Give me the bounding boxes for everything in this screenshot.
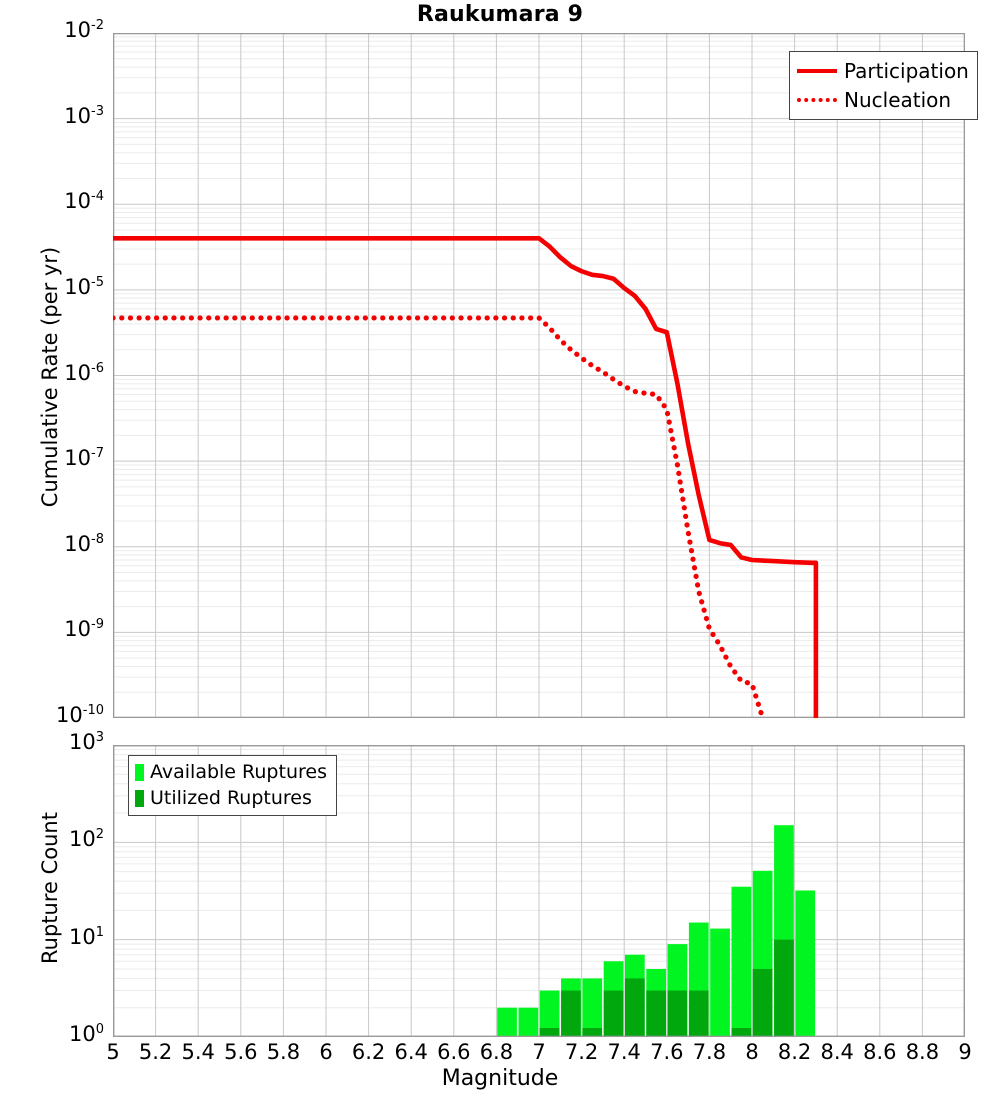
x-tick: 8.2 bbox=[777, 1040, 812, 1064]
available-rupture-bar bbox=[539, 990, 560, 1037]
utilized-rupture-bar bbox=[774, 939, 794, 1037]
top-y-tick: 10-4 bbox=[64, 189, 104, 214]
participation-curve bbox=[113, 236, 819, 718]
x-tick: 6 bbox=[319, 1040, 333, 1064]
utilized-rupture-bar bbox=[625, 978, 645, 1037]
utilized-rupture-bar bbox=[539, 1028, 560, 1037]
x-tick: 6.6 bbox=[437, 1040, 471, 1064]
legend-item-available: Available Ruptures bbox=[135, 759, 327, 785]
available-rupture-bar bbox=[497, 1007, 517, 1037]
utilized-rupture-bar bbox=[752, 968, 773, 1037]
legend-item-nucleation: Nucleation bbox=[797, 85, 969, 114]
x-tick: 7.6 bbox=[650, 1040, 684, 1064]
available-rupture-bar bbox=[795, 890, 816, 1037]
nucleation-line-icon bbox=[797, 97, 837, 102]
legend-label-available: Available Ruptures bbox=[150, 761, 327, 783]
utilized-rupture-bar bbox=[731, 1028, 752, 1037]
legend-label-nucleation: Nucleation bbox=[844, 87, 952, 112]
x-axis-label: Magnitude bbox=[441, 1066, 559, 1091]
top-y-tick: 10-9 bbox=[64, 617, 104, 642]
rupture-count-svg bbox=[113, 745, 965, 1037]
available-rupture-bar bbox=[731, 886, 752, 1037]
x-tick: 5.6 bbox=[224, 1040, 258, 1064]
x-tick: 6.2 bbox=[351, 1040, 386, 1064]
legend-item-utilized: Utilized Ruptures bbox=[135, 785, 327, 811]
chart-title: Raukumara 9 bbox=[416, 2, 584, 27]
utilized-rupture-bar bbox=[646, 990, 666, 1037]
legend-label-participation: Participation bbox=[844, 58, 969, 83]
participation-line-icon bbox=[797, 68, 837, 73]
x-tick: 8.8 bbox=[905, 1040, 940, 1064]
legend-item-participation: Participation bbox=[797, 56, 969, 85]
x-tick: 8.4 bbox=[820, 1040, 854, 1064]
x-tick: 5.4 bbox=[181, 1040, 215, 1064]
available-swatch-icon bbox=[135, 763, 144, 781]
x-tick: 7.8 bbox=[692, 1040, 727, 1064]
bottom-y-axis-label: Rupture Count bbox=[38, 812, 62, 964]
utilized-rupture-bar bbox=[561, 990, 581, 1037]
bottom-y-tick: 102 bbox=[68, 827, 104, 852]
top-legend: Participation Nucleation bbox=[789, 51, 978, 120]
x-tick: 7 bbox=[532, 1040, 546, 1064]
nucleation-curve bbox=[113, 315, 766, 718]
utilized-rupture-bar bbox=[667, 990, 688, 1037]
cumulative-rate-plot bbox=[113, 33, 965, 718]
x-tick: 9 bbox=[958, 1040, 972, 1064]
x-tick: 5.8 bbox=[266, 1040, 301, 1064]
x-tick: 6.4 bbox=[394, 1040, 428, 1064]
utilized-rupture-bar bbox=[582, 1028, 603, 1037]
cumulative-rate-svg bbox=[113, 33, 965, 718]
bottom-y-tick: 101 bbox=[68, 924, 104, 949]
x-tick: 8 bbox=[745, 1040, 759, 1064]
top-y-tick: 10-3 bbox=[64, 103, 104, 128]
bottom-y-tick: 100 bbox=[68, 1022, 104, 1046]
x-tick: 5 bbox=[106, 1040, 120, 1064]
x-tick: 6.8 bbox=[479, 1040, 514, 1064]
top-y-tick: 10-7 bbox=[64, 446, 104, 471]
available-rupture-bar bbox=[582, 978, 603, 1037]
utilized-rupture-bar bbox=[688, 990, 709, 1037]
bottom-y-tick: 103 bbox=[68, 730, 104, 754]
top-y-tick: 10-2 bbox=[64, 18, 104, 42]
top-y-tick: 10-10 bbox=[56, 703, 104, 727]
legend-label-utilized: Utilized Ruptures bbox=[150, 787, 312, 809]
top-y-tick: 10-6 bbox=[64, 360, 104, 385]
x-tick: 8.6 bbox=[863, 1040, 897, 1064]
x-tick: 5.2 bbox=[138, 1040, 173, 1064]
available-rupture-bar bbox=[518, 1007, 539, 1037]
top-y-tick: 10-8 bbox=[64, 531, 104, 556]
top-y-tick: 10-5 bbox=[64, 274, 104, 299]
utilized-swatch-icon bbox=[135, 789, 144, 807]
x-tick: 7.2 bbox=[564, 1040, 599, 1064]
x-tick: 7.4 bbox=[607, 1040, 641, 1064]
utilized-rupture-bar bbox=[603, 990, 624, 1037]
available-rupture-bar bbox=[710, 928, 730, 1037]
bottom-legend: Available Ruptures Utilized Ruptures bbox=[128, 755, 337, 816]
